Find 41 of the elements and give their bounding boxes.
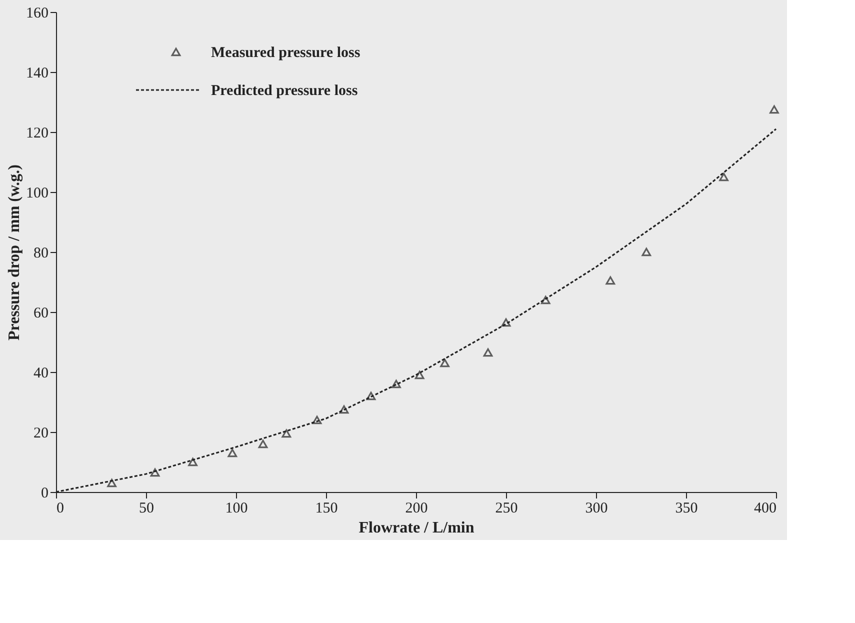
point (339, 405, 349, 414)
point (642, 248, 652, 256)
point (258, 440, 268, 448)
x-tick-label: 350 (675, 500, 698, 516)
y-tick-label: 20 (34, 426, 48, 442)
y-tick-label: 60 (34, 306, 48, 322)
point (540, 296, 550, 304)
x-tick-label: 200 (405, 500, 428, 516)
y-axis-title: Pressure drop / mm (w.g.) (6, 164, 23, 340)
point (770, 105, 779, 114)
x-tick-label: 0 (56, 500, 64, 516)
point (719, 172, 728, 182)
x-tick-label: 150 (315, 500, 338, 516)
point (501, 318, 511, 327)
legend-label: Predicted pressure loss (211, 83, 358, 99)
x-tick-label: 50 (139, 500, 154, 516)
point (188, 458, 198, 466)
point (366, 392, 376, 400)
point (414, 370, 424, 380)
point (606, 276, 616, 285)
point (107, 478, 116, 488)
y-tick-label: 140 (26, 66, 48, 82)
y-tick-label: 80 (34, 246, 48, 262)
y-tick-label: 100 (26, 186, 48, 202)
legend-label: Measured pressure loss (211, 45, 360, 61)
x-tick-label: 300 (585, 500, 608, 516)
point (312, 416, 322, 424)
y-tick-label: 40 (34, 366, 48, 382)
y-tick-label: 120 (26, 126, 48, 142)
point (392, 380, 401, 388)
x-axis-title: Flowrate / L/min (358, 520, 474, 536)
point (440, 358, 450, 368)
x-tick-label: 400 (754, 500, 776, 516)
x-tick-label: 100 (225, 500, 248, 516)
y-tick-label: 160 (26, 6, 48, 22)
x-tick-label: 250 (495, 500, 518, 516)
point (483, 348, 493, 357)
y-tick-label: 0 (41, 486, 48, 502)
point (150, 468, 160, 477)
point (228, 448, 238, 458)
point (282, 429, 292, 438)
